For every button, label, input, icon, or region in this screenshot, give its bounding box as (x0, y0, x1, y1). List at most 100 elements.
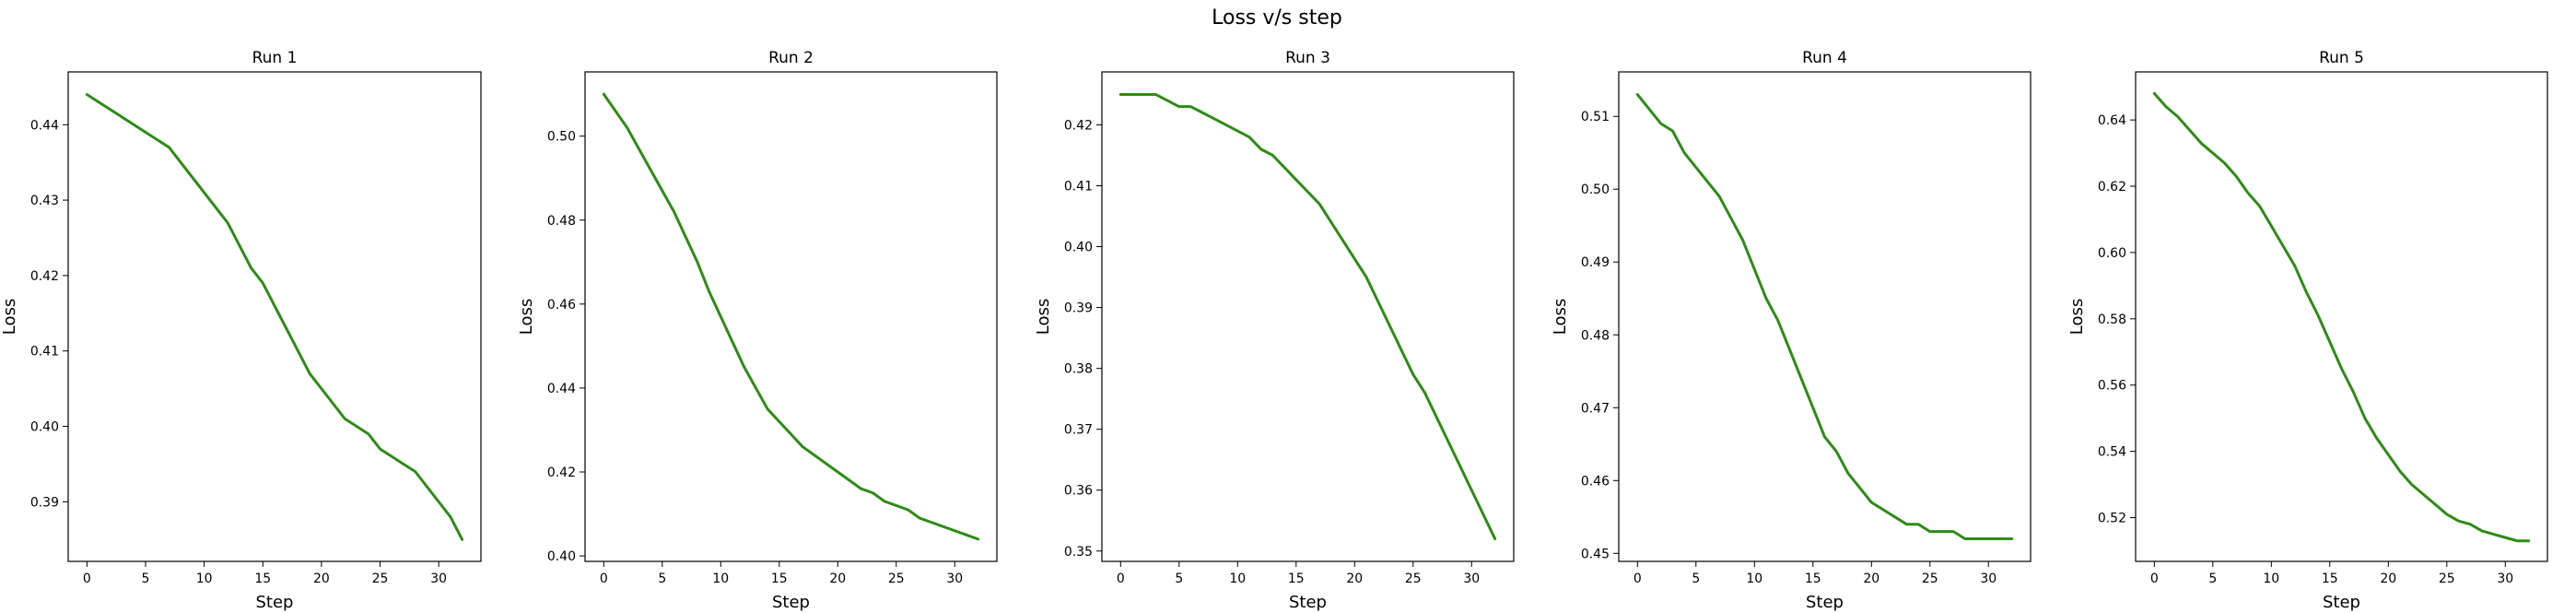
run5-xtick-label: 30 (2497, 572, 2513, 586)
run5-ytick-label: 0.56 (2098, 379, 2126, 394)
run4-x-axis-label: Step (1806, 593, 1844, 612)
run3-ytick-label: 0.37 (1064, 423, 1093, 438)
run4-ytick-label: 0.47 (1581, 401, 1610, 416)
run3-ytick-label: 0.36 (1064, 484, 1093, 499)
run1-ytick-label: 0.44 (30, 118, 59, 133)
run3-y-axis-label: Loss (1034, 299, 1053, 335)
run1-subplot: Run 1 0 5 10 15 20 25 30 0.39 0.40 0.41 0.42 0.43 0.4… (0, 49, 482, 612)
run1-xtick-label: 5 (142, 572, 150, 586)
run1-y-axis-label: Loss (0, 299, 19, 335)
run3-x-axis-label: Step (1289, 593, 1327, 612)
run2-loss-line (602, 92, 980, 541)
run4-subplot: Run 4 0 5 10 15 20 25 30 0.45 0.46 0.47 0.48 0.49 0.5… (1551, 49, 2032, 612)
run4-xtick-label: 15 (1805, 572, 1821, 586)
run4-xtick-label: 25 (1922, 572, 1938, 586)
figure-title: Loss v/s step (1212, 6, 1342, 29)
run1-xtick-label: 15 (254, 572, 271, 586)
run5-x-axis-label: Step (2323, 593, 2360, 612)
run5-title: Run 5 (2319, 49, 2364, 67)
run5-xtick-label: 10 (2263, 572, 2279, 586)
run3-ytick-label: 0.38 (1064, 362, 1093, 377)
run3-xtick-label: 0 (1117, 572, 1125, 586)
run3-xtick-label: 25 (1405, 572, 1422, 586)
run5-y-axis-label: Loss (2067, 299, 2087, 335)
run1-x-axis-label: Step (256, 593, 294, 612)
run4-xtick-label: 30 (1980, 572, 1996, 586)
run4-loss-line (1635, 93, 2014, 540)
run2-ytick-label: 0.50 (547, 130, 576, 145)
run3-plot-frame (1101, 71, 1515, 562)
run4-ytick-label: 0.48 (1581, 328, 1610, 343)
run5-ytick-label: 0.52 (2098, 512, 2126, 526)
run2-xtick-label: 30 (946, 572, 963, 586)
run4-xtick-label: 20 (1863, 572, 1879, 586)
run4-plot-frame (1618, 71, 2032, 562)
run1-ytick-label: 0.39 (30, 495, 59, 510)
run1-title: Run 1 (252, 49, 298, 67)
run5-ytick-label: 0.62 (2098, 180, 2126, 195)
run4-title: Run 4 (1802, 49, 1847, 67)
run1-ytick-label: 0.42 (30, 269, 59, 284)
run4-ytick-label: 0.46 (1581, 474, 1610, 489)
run4-xtick-label: 5 (1692, 572, 1700, 586)
run3-title: Run 3 (1285, 49, 1330, 67)
run5-xtick-label: 5 (2208, 572, 2217, 586)
run4-ytick-label: 0.45 (1581, 547, 1610, 561)
run2-xtick-label: 10 (712, 572, 729, 586)
run1-xtick-label: 30 (430, 572, 447, 586)
run4-y-axis-label: Loss (1551, 299, 1570, 335)
run2-xtick-label: 15 (771, 572, 788, 586)
run5-ytick-label: 0.58 (2098, 312, 2126, 327)
run2-xtick-label: 5 (658, 572, 666, 586)
run4-ytick-label: 0.49 (1581, 255, 1610, 270)
run2-ytick-label: 0.46 (547, 298, 576, 312)
run3-loss-line (1118, 92, 1497, 541)
run3-ytick-label: 0.40 (1064, 241, 1093, 255)
run2-title: Run 2 (768, 49, 814, 67)
run5-xtick-label: 25 (2439, 572, 2455, 586)
run1-plot-frame (67, 71, 482, 562)
run2-xtick-label: 25 (888, 572, 905, 586)
run5-xtick-label: 15 (2322, 572, 2338, 586)
run3-xtick-label: 20 (1346, 572, 1363, 586)
run4-ytick-label: 0.51 (1581, 110, 1610, 124)
run3-ytick-label: 0.41 (1064, 180, 1093, 195)
run3-ytick-label: 0.42 (1064, 118, 1093, 133)
run2-ytick-label: 0.48 (547, 214, 576, 229)
run2-ytick-label: 0.44 (547, 382, 576, 396)
run5-ytick-label: 0.54 (2098, 445, 2126, 460)
run5-ytick-label: 0.64 (2098, 113, 2126, 128)
run3-ytick-label: 0.35 (1064, 545, 1093, 560)
run5-xtick-label: 20 (2380, 572, 2396, 586)
run3-ytick-label: 0.39 (1064, 301, 1093, 316)
run1-ytick-label: 0.43 (30, 194, 59, 208)
run2-subplot: Run 2 0 5 10 15 20 25 30 0.40 0.42 0.44 0.46 0.48 0.5… (517, 49, 998, 612)
run3-xtick-label: 30 (1463, 572, 1480, 586)
run5-subplot: Run 5 0 5 10 15 20 25 30 0.52 0.54 0.56 0.58 0.60 0.6… (2067, 49, 2548, 612)
run5-ytick-label: 0.60 (2098, 246, 2126, 261)
run1-xtick-label: 10 (196, 572, 213, 586)
run1-ytick-label: 0.40 (30, 420, 59, 435)
run5-loss-line (2152, 91, 2531, 543)
run3-xtick-label: 10 (1229, 572, 1246, 586)
run1-ytick-label: 0.41 (30, 345, 59, 360)
run4-xtick-label: 0 (1633, 572, 1642, 586)
run2-xtick-label: 0 (600, 572, 608, 586)
run2-xtick-label: 20 (829, 572, 846, 586)
run5-xtick-label: 0 (2150, 572, 2159, 586)
run2-ytick-label: 0.40 (547, 549, 576, 564)
run2-y-axis-label: Loss (517, 299, 536, 335)
run2-x-axis-label: Step (772, 593, 810, 612)
run4-ytick-label: 0.50 (1581, 183, 1610, 197)
run4-xtick-label: 10 (1746, 572, 1762, 586)
run5-plot-frame (2135, 71, 2548, 562)
run1-xtick-label: 20 (313, 572, 330, 586)
run2-ytick-label: 0.42 (547, 466, 576, 480)
run2-plot-frame (584, 71, 998, 562)
run3-subplot: Run 3 0 5 10 15 20 25 30 0.35 0.36 0.37 0.38 0.39 0.4… (1034, 49, 1515, 612)
run1-xtick-label: 25 (372, 572, 389, 586)
run3-xtick-label: 15 (1288, 572, 1305, 586)
run1-loss-line (85, 93, 464, 541)
